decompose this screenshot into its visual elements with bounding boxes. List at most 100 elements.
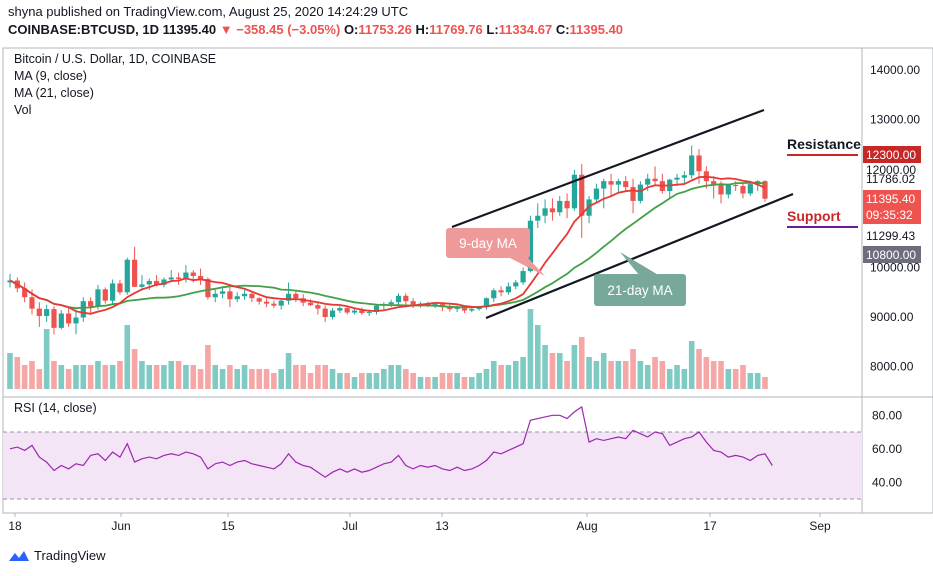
candle-body [110,283,116,301]
candle-body [527,220,534,272]
rsi-tick-label: 60.00 [872,442,902,456]
x-tick-label: Jun [111,519,130,533]
volume-bar [337,373,343,389]
down-arrow-icon: ▼ [219,22,233,37]
volume-bar [190,365,197,389]
candle-body [227,291,233,300]
candle-body [132,259,138,287]
last-price-box [863,190,921,224]
volume-bar [468,377,475,389]
candle-body [102,289,108,301]
volume-bar [212,365,219,389]
candle-body [747,184,753,194]
candle-body [586,199,592,216]
last-price-axis: 11395.40 [866,192,915,206]
volume-bar [131,349,138,389]
volume-bar [205,345,211,389]
volume-bar [696,349,702,389]
candle-body [454,308,460,310]
volume-bar [161,365,167,389]
candle-body [571,174,578,209]
volume-bar [688,341,695,389]
candle-body [139,284,145,287]
candle-body [256,298,262,302]
candle-body [315,305,321,309]
candle-body [579,174,585,216]
candle-body [337,308,343,311]
symbol-ohlc-line: COINBASE:BTCUSD, 1D 11395.40 ▼ −358.45 (… [8,22,623,37]
volume-bar [58,365,65,389]
candle-body [241,293,248,297]
candle-body [329,310,336,317]
upper-channel-line[interactable] [451,108,765,229]
candle-body [205,278,211,298]
volume-bar [637,361,644,389]
x-tick-label: Aug [576,519,597,533]
close-label: C: [555,22,570,37]
lower-channel-line[interactable] [485,192,794,320]
candle-body [564,200,570,209]
volume-bar [725,369,732,389]
candle-body [66,313,72,324]
rsi-line [9,405,773,478]
candle-body [80,301,86,318]
volume-bar [747,373,754,389]
volume-bar [666,369,673,389]
ma9-legend: MA (9, close) [14,69,87,83]
publisher-line: shyna published on TradingView.com, Augu… [8,4,409,19]
candle-body [476,307,482,310]
candle-body [645,178,651,185]
volume-bar [234,369,241,389]
candle-body [410,301,416,305]
candle-body [263,301,270,304]
x-tick-label: 18 [8,519,22,533]
candle-body [608,181,614,185]
candle-body [681,175,687,178]
candle-body [351,310,358,313]
volume-bar [329,369,336,389]
volume-bar [146,365,153,389]
candle-body [219,291,226,294]
support-label: Support [787,208,841,224]
x-tick-label: 15 [221,519,235,533]
tradingview-logo-icon [9,550,29,561]
rsi-tick-label: 40.00 [872,475,902,489]
volume-bar [527,309,534,389]
ma21-callout [594,274,686,306]
ma9-line [9,175,766,315]
candle-body [51,309,57,328]
volume-bar [263,369,270,389]
volume-bar [681,369,688,389]
candle-body [513,282,519,287]
volume-bar [109,365,116,389]
x-tick-label: 17 [703,519,717,533]
low-value: 11334.67 [498,22,553,37]
volume-bar [197,369,204,389]
volume-bar [644,365,651,389]
candle-body [432,304,438,306]
candle-body [146,280,152,285]
candle-body [175,277,182,279]
volume-bar [556,353,563,389]
volume-bar [417,377,424,389]
rsi-tick-label: 80.00 [872,408,902,422]
footer: TradingView [8,548,106,563]
candle-body [95,289,101,307]
volume-bar [432,377,438,389]
volume-bar [498,365,504,389]
volume-bar [732,369,739,389]
candle-body [601,181,607,189]
candle-body [542,208,548,216]
volume-bar [293,365,299,389]
volume-bar [175,361,182,389]
ma9-callout [446,228,530,258]
volume-bar [425,377,431,389]
candle-body [322,308,328,317]
open-value: 11753.26 [358,22,412,37]
volume-bar [36,369,43,389]
volume-bar [571,345,578,389]
candle-body [161,279,167,285]
volume-bar [710,361,717,389]
support-price: 11299.43 [866,229,915,243]
